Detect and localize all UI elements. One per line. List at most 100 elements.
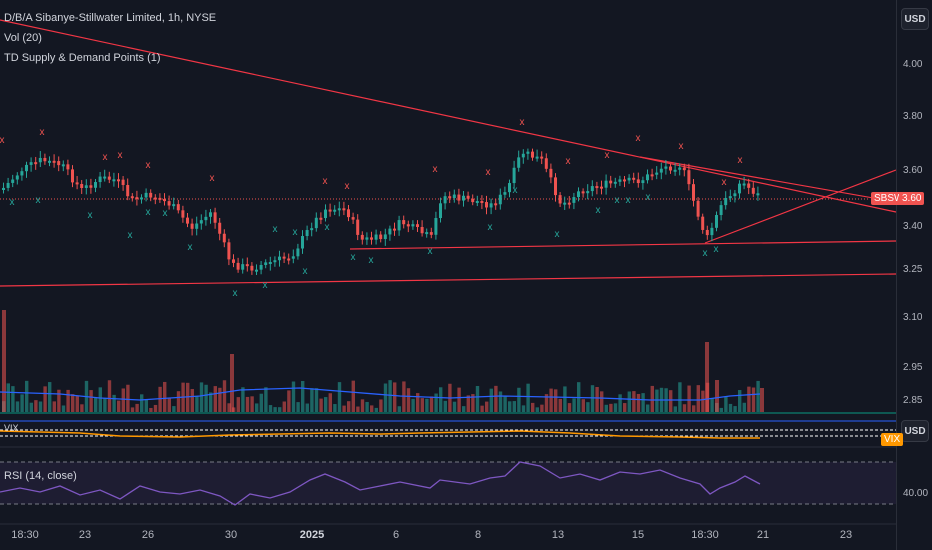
volume-bar xyxy=(333,404,337,412)
td-demand-point: x xyxy=(615,195,620,206)
volume-bar xyxy=(167,397,171,412)
time-tick: 18:30 xyxy=(691,529,719,541)
volume-group xyxy=(2,310,764,412)
candle-body xyxy=(195,223,199,229)
candle-body xyxy=(595,186,599,189)
candle-body xyxy=(728,196,732,199)
volume-bar xyxy=(475,385,480,412)
legend: D/B/A Sibanye-Stillwater Limited, 1h, NY… xyxy=(4,8,216,68)
volume-bar xyxy=(379,399,383,412)
volume-bar xyxy=(531,402,535,412)
volume-bar xyxy=(236,397,240,412)
rsi-pane-label: RSI (14, close) xyxy=(4,470,77,482)
candle-body xyxy=(682,167,686,171)
volume-bar xyxy=(406,388,411,412)
candle-body xyxy=(15,175,19,180)
candle-body xyxy=(687,170,691,185)
td-demand-point: x xyxy=(369,255,374,266)
currency-button[interactable]: USD xyxy=(901,8,929,30)
volume-bar xyxy=(503,395,507,412)
candle-body xyxy=(273,260,277,263)
candle-body xyxy=(149,192,153,198)
candle-body xyxy=(641,180,645,184)
volume-bar xyxy=(457,387,461,412)
volume-bar xyxy=(429,396,434,412)
volume-bar xyxy=(351,380,355,412)
candle-body xyxy=(356,219,360,235)
volume-bar xyxy=(558,398,562,412)
volume-bar xyxy=(112,394,116,412)
td-indicator-label[interactable]: TD Supply & Demand Points (1) xyxy=(4,52,161,64)
volume-bar xyxy=(595,386,599,412)
volume-bar xyxy=(673,406,677,412)
symbol-title[interactable]: D/B/A Sibanye-Stillwater Limited, 1h, NY… xyxy=(4,12,217,24)
volume-bar xyxy=(397,406,401,412)
candle-body xyxy=(186,217,189,224)
candle-body xyxy=(636,179,640,184)
candle-body xyxy=(38,157,42,163)
candle-body xyxy=(29,162,33,165)
candle-body xyxy=(572,197,576,203)
trendline xyxy=(0,19,897,213)
volume-bar xyxy=(250,396,254,412)
candle-body xyxy=(508,183,511,193)
candle-body xyxy=(678,167,682,170)
volume-bar xyxy=(107,380,112,412)
volume-bar xyxy=(209,392,213,412)
candle-body xyxy=(733,193,737,197)
candle-body xyxy=(632,177,636,180)
candle-body xyxy=(485,202,488,208)
td-supply-point: x xyxy=(103,152,108,163)
td-demand-point: x xyxy=(513,185,518,196)
td-supply-point: x xyxy=(433,164,438,175)
candle-body xyxy=(89,185,93,188)
price-axis[interactable] xyxy=(896,0,932,550)
volume-bar xyxy=(466,395,470,412)
volume-bar xyxy=(117,400,121,412)
trendline xyxy=(639,156,897,203)
candle-body xyxy=(43,157,47,162)
volume-bar xyxy=(227,403,231,412)
candle-body xyxy=(52,160,56,163)
volume-bar xyxy=(264,387,268,412)
candle-body xyxy=(291,256,295,259)
candle-body xyxy=(130,196,134,199)
volume-bar xyxy=(75,395,79,412)
candle-body xyxy=(577,191,580,198)
volume-bar xyxy=(43,386,47,412)
candle-body xyxy=(462,195,465,201)
candle-body xyxy=(747,183,751,188)
td-demand-point: x xyxy=(325,222,330,233)
volume-bar xyxy=(655,389,659,412)
volume-bar xyxy=(420,398,424,412)
candle-body xyxy=(121,179,125,185)
volume-bar xyxy=(126,384,130,412)
candle-body xyxy=(342,208,346,211)
candle-body xyxy=(278,256,281,261)
volume-bar xyxy=(98,387,102,412)
volume-bar xyxy=(38,401,43,412)
candle-body xyxy=(397,220,401,231)
volume-bar xyxy=(130,407,135,412)
volume-bar xyxy=(291,381,296,412)
td-supply-point: x xyxy=(210,173,215,184)
volume-bar xyxy=(682,404,687,412)
candle-body xyxy=(319,217,323,220)
volume-bar xyxy=(324,397,328,412)
candle-body xyxy=(650,174,654,177)
td-demand-point: x xyxy=(163,208,168,219)
volume-bar xyxy=(609,403,613,412)
candle-body xyxy=(255,269,258,272)
volume-bar xyxy=(103,397,107,412)
vol-indicator-label[interactable]: Vol (20) xyxy=(4,32,42,44)
volume-bar xyxy=(756,380,760,412)
volume-bar xyxy=(121,388,125,412)
price-tick: 3.10 xyxy=(903,312,923,323)
candle-body xyxy=(540,156,544,159)
volume-bar xyxy=(305,403,309,412)
vix-currency-button[interactable]: USD xyxy=(901,420,929,442)
volume-bar xyxy=(710,398,714,412)
volume-bar xyxy=(517,387,521,412)
candle-body xyxy=(696,200,700,217)
